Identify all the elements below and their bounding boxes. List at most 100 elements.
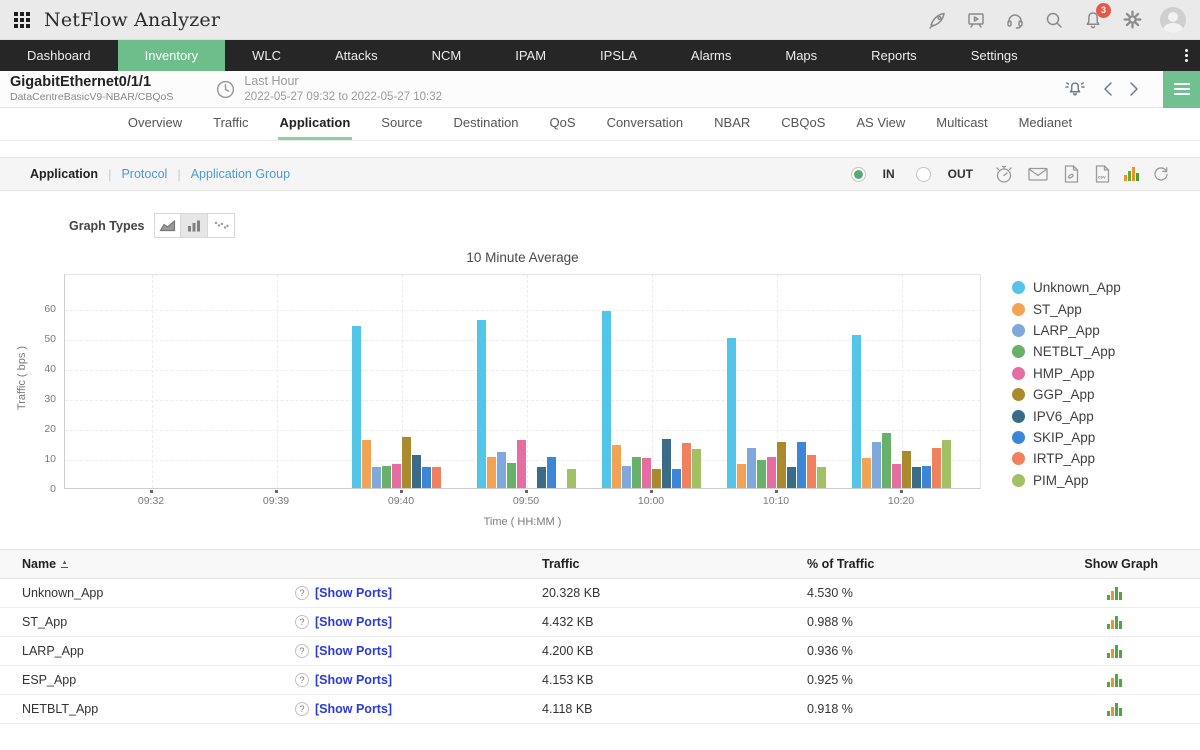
tab-application[interactable]: Application — [277, 108, 353, 140]
tab-source[interactable]: Source — [381, 115, 423, 130]
tab-medianet[interactable]: Medianet — [1018, 115, 1073, 130]
tab-multicast[interactable]: Multicast — [936, 115, 988, 130]
nav-item-attacks[interactable]: Attacks — [334, 48, 378, 63]
chart-bar — [612, 444, 621, 488]
help-icon[interactable]: ? — [295, 644, 309, 658]
refresh-icon[interactable] — [1152, 165, 1170, 183]
show-graph-icon[interactable] — [1107, 586, 1122, 600]
legend-item[interactable]: SKIP_App — [1012, 427, 1121, 448]
legend-item[interactable]: ST_App — [1012, 298, 1121, 319]
y-tick-label: 40 — [44, 363, 56, 375]
nav-item-inventory[interactable]: Inventory — [117, 40, 226, 71]
search-icon[interactable] — [1043, 9, 1065, 31]
legend-item[interactable]: IRTP_App — [1012, 448, 1121, 469]
export-csv-icon[interactable]: csv — [1093, 164, 1111, 184]
email-icon[interactable] — [1027, 165, 1049, 183]
tab-destination[interactable]: Destination — [453, 115, 519, 130]
show-graph-icon[interactable] — [1107, 673, 1122, 687]
prev-chevron-icon[interactable] — [1103, 81, 1113, 97]
nav-item-ipsla[interactable]: IPSLA — [600, 48, 637, 63]
tab-overview[interactable]: Overview — [127, 115, 183, 130]
chart-bar — [902, 450, 911, 488]
tab-qos[interactable]: QoS — [549, 115, 576, 130]
time-range-selector[interactable]: Last Hour 2022-05-27 09:32 to 2022-05-27… — [215, 74, 442, 104]
chart-bar — [477, 320, 486, 488]
legend-item[interactable]: LARP_App — [1012, 320, 1121, 341]
show-ports-link[interactable]: [Show Ports] — [315, 673, 393, 687]
show-graph-icon[interactable] — [1107, 644, 1122, 658]
in-radio[interactable] — [850, 166, 866, 182]
column-header-percent[interactable]: % of Traffic — [807, 557, 875, 571]
app-name: ESP_App — [22, 673, 77, 687]
presentation-icon[interactable] — [965, 9, 987, 31]
legend-item[interactable]: IPV6_App — [1012, 405, 1121, 426]
rocket-icon[interactable] — [926, 9, 948, 31]
help-icon[interactable]: ? — [295, 615, 309, 629]
chart-bar — [362, 440, 371, 488]
svg-text:csv: csv — [1098, 175, 1106, 180]
user-avatar[interactable] — [1160, 6, 1186, 33]
nav-item-dashboard[interactable]: Dashboard — [27, 48, 91, 63]
sub-header: GigabitEthernet0/1/1 DataCentreBasicV9-N… — [0, 70, 1200, 108]
nav-item-ipam[interactable]: IPAM — [515, 48, 547, 63]
nav-overflow-menu-icon[interactable] — [1173, 40, 1200, 71]
legend-label: SKIP_App — [1033, 429, 1096, 445]
settings-gear-icon[interactable] — [1121, 9, 1143, 31]
x-gridline — [902, 275, 903, 488]
nav-item-ncm[interactable]: NCM — [431, 48, 462, 63]
y-tick-label: 0 — [50, 483, 56, 495]
chart-report-icon[interactable] — [1124, 167, 1139, 181]
bar-graph-button[interactable] — [181, 213, 209, 238]
export-pdf-icon[interactable] — [1062, 164, 1080, 184]
view-application[interactable]: Application — [30, 167, 99, 181]
nav-item-wlc[interactable]: WLC — [252, 48, 281, 63]
out-radio[interactable] — [915, 166, 931, 182]
tab-cbqos[interactable]: CBQoS — [781, 115, 826, 130]
show-ports-link[interactable]: [Show Ports] — [315, 615, 393, 629]
headset-icon[interactable] — [1004, 9, 1026, 31]
show-ports-link[interactable]: [Show Ports] — [315, 644, 393, 658]
show-graph-icon[interactable] — [1107, 702, 1122, 716]
nav-item-alarms[interactable]: Alarms — [690, 48, 732, 63]
notifications-bell-icon[interactable]: 3 — [1082, 2, 1111, 31]
tab-traffic[interactable]: Traffic — [213, 115, 249, 130]
x-tick-mark — [900, 490, 903, 493]
help-icon[interactable]: ? — [295, 673, 309, 687]
help-icon[interactable]: ? — [295, 702, 309, 716]
x-tick-mark — [150, 490, 153, 493]
y-tick-label: 30 — [44, 393, 56, 405]
view-application-group[interactable]: Application Group — [190, 167, 291, 181]
legend-item[interactable]: PIM_App — [1012, 470, 1121, 491]
y-tick-label: 60 — [44, 303, 56, 315]
hamburger-menu-button[interactable] — [1163, 70, 1200, 108]
legend-item[interactable]: HMP_App — [1012, 363, 1121, 384]
area-graph-button[interactable] — [154, 213, 182, 238]
legend-label: Unknown_App — [1033, 280, 1121, 296]
x-tick-mark — [525, 490, 528, 493]
tab-conversation[interactable]: Conversation — [606, 115, 684, 130]
chart-bar — [517, 440, 526, 488]
tab-nbar[interactable]: NBAR — [714, 115, 751, 130]
legend-item[interactable]: Unknown_App — [1012, 277, 1121, 298]
schedule-timer-icon[interactable] — [994, 164, 1014, 184]
scatter-graph-button[interactable] — [208, 213, 236, 238]
legend-item[interactable]: NETBLT_App — [1012, 341, 1121, 362]
show-ports-link[interactable]: [Show Ports] — [315, 586, 393, 600]
show-graph-icon[interactable] — [1107, 615, 1122, 629]
help-icon[interactable]: ? — [295, 586, 309, 600]
apps-grid-icon[interactable] — [14, 11, 30, 28]
legend-label: ST_App — [1033, 301, 1082, 317]
x-tick-mark — [775, 490, 778, 493]
separator: | — [108, 166, 112, 182]
show-ports-link[interactable]: [Show Ports] — [315, 702, 393, 716]
column-header-name[interactable]: Name ▲ — [0, 557, 280, 571]
column-header-traffic[interactable]: Traffic — [542, 557, 580, 571]
nav-item-maps[interactable]: Maps — [785, 48, 818, 63]
legend-item[interactable]: GGP_App — [1012, 384, 1121, 405]
alarm-bell-icon[interactable] — [1063, 79, 1087, 99]
view-protocol[interactable]: Protocol — [121, 167, 168, 181]
nav-item-settings[interactable]: Settings — [970, 48, 1018, 63]
nav-item-reports[interactable]: Reports — [871, 48, 917, 63]
tab-as-view[interactable]: AS View — [856, 115, 906, 130]
next-chevron-icon[interactable] — [1129, 81, 1139, 97]
